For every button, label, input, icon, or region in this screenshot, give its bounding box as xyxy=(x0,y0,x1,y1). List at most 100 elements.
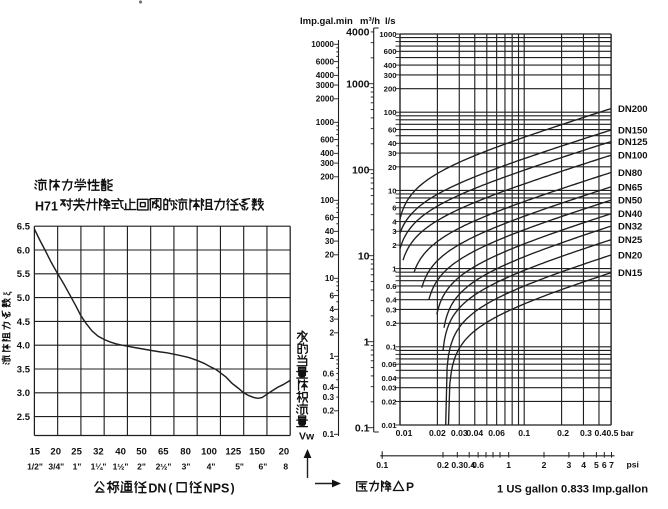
svg-text:1: 1 xyxy=(364,336,370,348)
svg-text:60: 60 xyxy=(325,213,335,222)
svg-text:600: 600 xyxy=(320,135,334,144)
svg-text:0.03: 0.03 xyxy=(451,428,468,438)
svg-text:100: 100 xyxy=(384,108,397,117)
svg-text:6000: 6000 xyxy=(316,57,335,66)
svg-text:0.4: 0.4 xyxy=(463,460,475,470)
svg-text:65: 65 xyxy=(158,447,169,458)
svg-text:20: 20 xyxy=(50,447,61,458)
svg-text:0.02: 0.02 xyxy=(382,397,397,406)
svg-text:psi: psi xyxy=(627,460,639,470)
svg-text:5: 5 xyxy=(594,460,599,470)
svg-text:4": 4" xyxy=(207,462,216,472)
svg-text:1/2": 1/2" xyxy=(27,462,43,472)
svg-text:DN25: DN25 xyxy=(618,235,643,246)
svg-text:6": 6" xyxy=(259,462,268,472)
svg-text:15: 15 xyxy=(30,447,41,458)
svg-text:2000: 2000 xyxy=(316,95,335,104)
svg-text:125: 125 xyxy=(225,447,242,458)
svg-text:30: 30 xyxy=(388,149,397,158)
svg-text:40: 40 xyxy=(388,139,397,148)
svg-text:0.2: 0.2 xyxy=(386,319,397,328)
svg-text:Imp.gal.min: Imp.gal.min xyxy=(300,16,353,27)
svg-text:0.02: 0.02 xyxy=(429,428,446,438)
svg-text:50: 50 xyxy=(136,447,147,458)
svg-text:0.01: 0.01 xyxy=(382,421,398,430)
svg-text:2: 2 xyxy=(329,329,334,338)
svg-text:60: 60 xyxy=(388,125,397,134)
svg-text:0.1: 0.1 xyxy=(355,422,370,434)
svg-text:3/4": 3/4" xyxy=(48,462,64,472)
svg-text:DN125: DN125 xyxy=(618,137,648,148)
svg-text:1000: 1000 xyxy=(316,118,335,127)
svg-text:DN40: DN40 xyxy=(618,209,642,220)
svg-text:6: 6 xyxy=(602,460,607,470)
svg-text:0.4: 0.4 xyxy=(595,428,607,438)
svg-text:8: 8 xyxy=(283,462,288,472)
svg-text:30: 30 xyxy=(325,237,335,246)
svg-text:2: 2 xyxy=(542,460,547,470)
svg-text:400: 400 xyxy=(384,61,397,70)
svg-text:1: 1 xyxy=(506,460,511,470)
svg-text:0.6: 0.6 xyxy=(386,282,397,291)
svg-text:600: 600 xyxy=(384,47,397,56)
svg-text:400: 400 xyxy=(320,149,334,158)
svg-text:l/s: l/s xyxy=(385,16,396,27)
svg-text:6: 6 xyxy=(392,204,396,213)
svg-text:4.0: 4.0 xyxy=(17,341,30,352)
svg-text:2": 2" xyxy=(137,462,146,472)
svg-text:0.3: 0.3 xyxy=(323,393,335,402)
svg-text:0.1: 0.1 xyxy=(376,460,388,470)
svg-text:0.4: 0.4 xyxy=(323,383,335,392)
svg-text:NPS: NPS xyxy=(204,481,230,495)
svg-text:0.2: 0.2 xyxy=(557,428,569,438)
svg-text:10: 10 xyxy=(358,250,370,262)
svg-text:40: 40 xyxy=(115,447,126,458)
svg-text:0.03: 0.03 xyxy=(382,384,397,393)
svg-text:DN32: DN32 xyxy=(618,222,642,233)
svg-text:1 US gallon 0.833 Imp.gallon: 1 US gallon 0.833 Imp.gallon xyxy=(497,484,648,496)
svg-text:5": 5" xyxy=(235,462,244,472)
svg-text:4: 4 xyxy=(392,217,397,226)
svg-text:0.2: 0.2 xyxy=(323,407,335,416)
svg-text:4: 4 xyxy=(581,460,586,470)
svg-text:6: 6 xyxy=(329,291,334,300)
svg-text:6.0: 6.0 xyxy=(17,245,30,256)
svg-text:0.6: 0.6 xyxy=(323,369,335,378)
svg-text:7: 7 xyxy=(609,460,614,470)
svg-text:4000: 4000 xyxy=(316,71,335,80)
svg-text:0.04: 0.04 xyxy=(466,428,483,438)
svg-text:3000: 3000 xyxy=(316,81,335,90)
svg-text:ξ: ξ xyxy=(2,292,12,296)
svg-text:DN100: DN100 xyxy=(618,151,648,162)
svg-text:4000: 4000 xyxy=(346,27,370,39)
svg-text:): ) xyxy=(231,481,235,495)
svg-text:m³/h: m³/h xyxy=(360,16,380,27)
svg-text:0.6: 0.6 xyxy=(472,460,484,470)
svg-text:0.3: 0.3 xyxy=(386,305,397,314)
svg-text:20: 20 xyxy=(325,251,335,260)
svg-text:10: 10 xyxy=(325,274,335,283)
svg-text:5.0: 5.0 xyxy=(17,293,30,304)
svg-text:0.04: 0.04 xyxy=(382,374,398,383)
svg-text:10000: 10000 xyxy=(311,40,334,49)
svg-text:6.5: 6.5 xyxy=(17,222,31,233)
svg-text:20: 20 xyxy=(388,163,397,172)
svg-text:1": 1" xyxy=(73,462,82,472)
svg-text:3.5: 3.5 xyxy=(17,364,31,375)
svg-text:5.5: 5.5 xyxy=(17,269,31,280)
svg-text:10: 10 xyxy=(388,186,397,195)
svg-text:bar: bar xyxy=(621,428,635,438)
svg-text:200: 200 xyxy=(320,173,334,182)
svg-text:0.06: 0.06 xyxy=(488,428,505,438)
svg-text:3.0: 3.0 xyxy=(17,388,30,399)
svg-text:25: 25 xyxy=(71,447,82,458)
svg-text:DN20: DN20 xyxy=(618,250,642,261)
svg-text:0.1: 0.1 xyxy=(323,430,335,439)
svg-text:0.2: 0.2 xyxy=(437,460,449,470)
svg-text:2½": 2½" xyxy=(156,462,172,472)
svg-text:2: 2 xyxy=(392,241,396,250)
svg-text:40: 40 xyxy=(325,227,335,236)
svg-text:80: 80 xyxy=(180,447,191,458)
svg-text:0.06: 0.06 xyxy=(382,360,397,369)
svg-text:0.5: 0.5 xyxy=(607,428,619,438)
